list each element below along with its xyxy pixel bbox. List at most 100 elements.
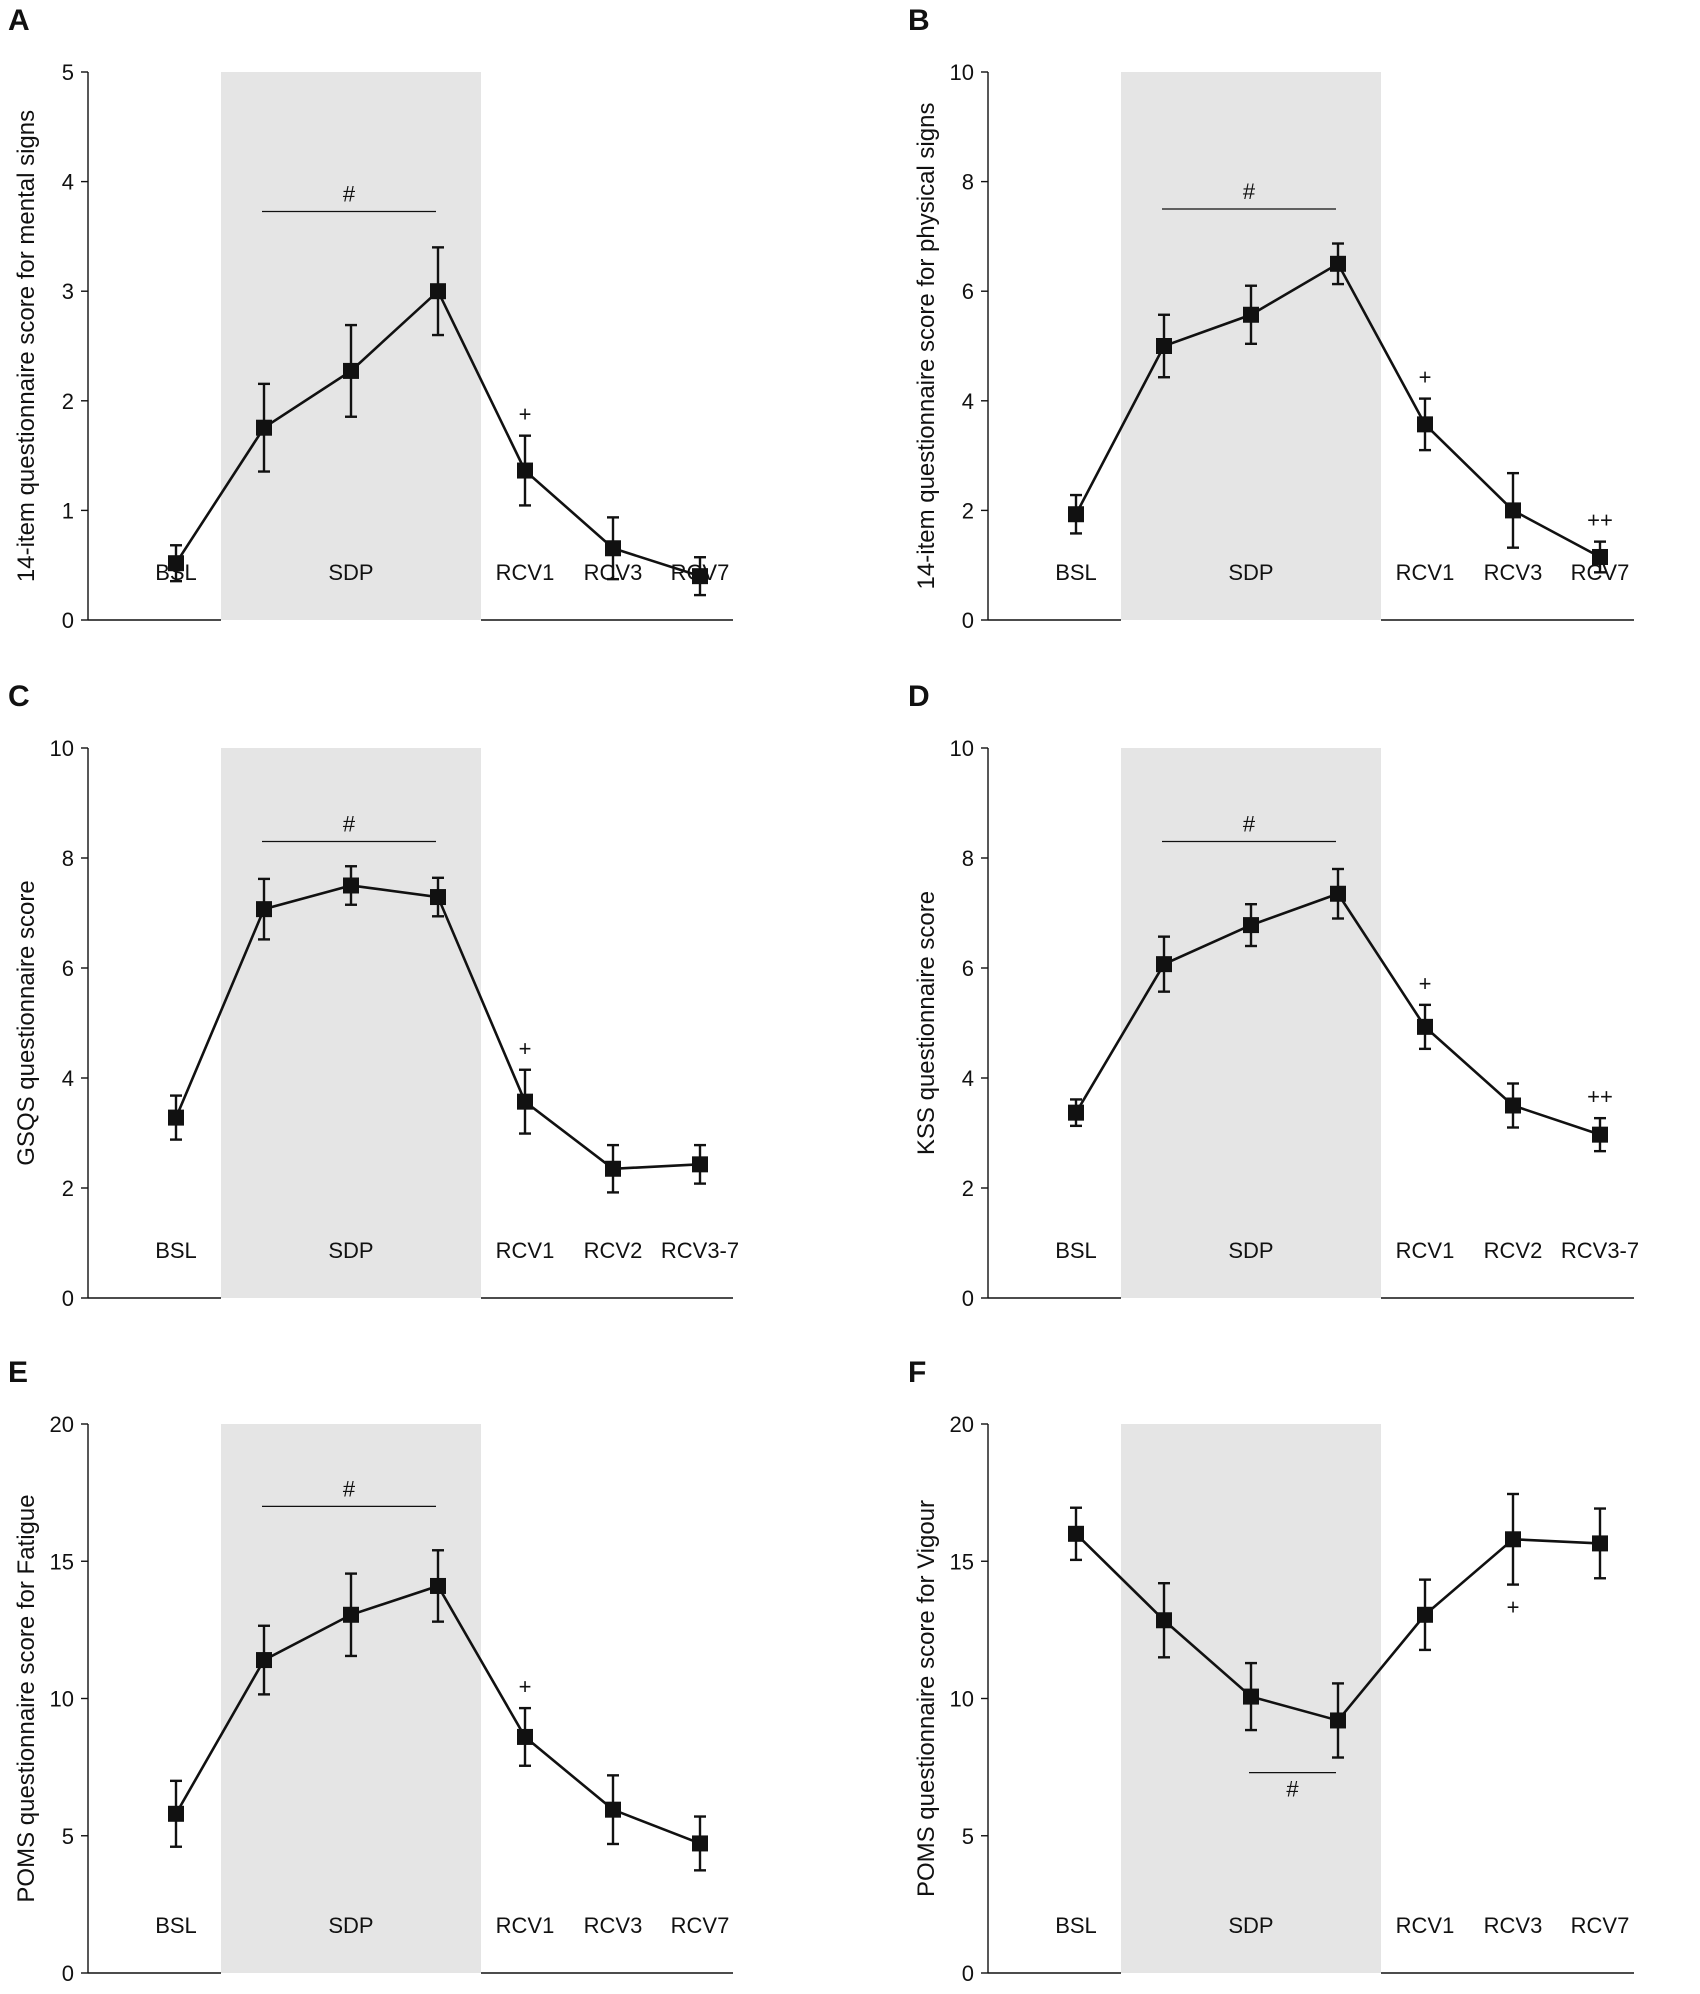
panel-e-y-tick-label: 15 [50,1549,74,1574]
panel-c-y-tick-label: 2 [62,1176,74,1201]
panel-a-y-tick-label: 0 [62,608,74,633]
panel-d-y-tick-label: 6 [962,956,974,981]
panel-e-category-label: RCV7 [671,1913,730,1938]
panel-d-y-tick-label: 2 [962,1176,974,1201]
panel-d-category-label: BSL [1055,1238,1097,1263]
panel-f-data-point [1417,1606,1433,1623]
panel-b-data-point [1243,306,1259,323]
panel-d-data-point [1068,1104,1084,1121]
panel-e-category-label: SDP [328,1913,373,1938]
panel-c-category-label: RCV2 [584,1238,643,1263]
panel-a-y-tick-label: 4 [62,170,74,195]
panel-f-y-tick-label: 20 [950,1412,974,1437]
panel-b-category-label: RCV3 [1484,560,1543,585]
panel-a-significance-mark: + [519,402,532,427]
panel-c-y-tick-label: 6 [62,956,74,981]
panel-f-y-axis-title: POMS questionnaire score for Vigour [913,1500,940,1897]
panel-c-data-point [517,1093,533,1110]
panel-a-data-point [692,568,708,585]
panel-b-data-point [1592,548,1608,565]
panel-d-letter: D [908,680,930,713]
panel-e-y-tick-label: 20 [50,1412,74,1437]
panel-c-sdp-shade [221,748,481,1298]
panel-e-category-label: BSL [155,1913,197,1938]
panel-e-significance-mark: + [519,1674,532,1699]
panel-d-data-point [1156,956,1172,973]
panel-f-data-point [1330,1712,1346,1729]
panel-a-y-tick-label: 1 [62,498,74,523]
panel-c-data-point [168,1109,184,1126]
panel-c-data-point [343,877,359,894]
panel-a-data-point [168,555,184,572]
panel-c-category-label: RCV1 [496,1238,555,1263]
panel-f-category-label: RCV7 [1571,1913,1630,1938]
panel-a-y-axis-title: 14-item questionnaire score for mental s… [13,110,40,582]
panel-b-category-label: RCV1 [1396,560,1455,585]
panel-e-data-point [168,1805,184,1822]
panel-c-y-tick-label: 8 [62,846,74,871]
panel-d-category-label: RCV1 [1396,1238,1455,1263]
panel-f-significance-mark: + [1507,1595,1520,1620]
panel-f-category-label: SDP [1228,1913,1273,1938]
panel-e-category-label: RCV3 [584,1913,643,1938]
panel-b-y-tick-label: 4 [962,389,974,414]
panel-a-letter: A [8,4,30,37]
panel-a-data-point [256,419,272,436]
panel-a-category-label: RCV1 [496,560,555,585]
panel-f-category-label: BSL [1055,1913,1097,1938]
panel-f-y-tick-label: 0 [962,1961,974,1986]
panel-a-data-point [605,540,621,557]
panel-c-category-label: BSL [155,1238,197,1263]
panel-b-y-tick-label: 8 [962,170,974,195]
panel-c-letter: C [8,680,30,713]
panel-b-significance-label: # [1243,179,1256,204]
panel-c-data-point [692,1156,708,1173]
panel-c-category-label: SDP [328,1238,373,1263]
panel-d-significance-label: # [1243,812,1256,837]
panel-e-data-point [605,1801,621,1818]
panel-c-data-point [256,901,272,918]
panel-d-significance-mark: + [1419,971,1432,996]
panel-b-data-point [1068,506,1084,523]
panel-a-data-point [430,283,446,300]
panel-c-y-tick-label: 4 [62,1066,74,1091]
panel-d-y-tick-label: 8 [962,846,974,871]
panel-f-data-point [1592,1535,1608,1552]
panel-e-data-point [430,1577,446,1594]
panel-a-data-point [517,462,533,479]
panel-b-category-label: SDP [1228,560,1273,585]
panel-e-significance-label: # [343,1476,356,1501]
panel-b-data-point [1330,255,1346,272]
panel-a-y-tick-label: 2 [62,389,74,414]
panel-c-y-tick-label: 10 [50,736,74,761]
panel-b-y-tick-label: 0 [962,608,974,633]
panel-b-category-label: BSL [1055,560,1097,585]
panel-f-y-tick-label: 15 [950,1549,974,1574]
panel-f-y-tick-label: 5 [962,1824,974,1849]
panel-c-y-tick-label: 0 [62,1286,74,1311]
panel-a-significance-label: # [343,181,356,206]
panel-c-category-label: RCV3-7 [661,1238,739,1263]
panel-f-data-point [1243,1688,1259,1705]
panel-d-significance-mark: ++ [1587,1084,1613,1109]
panel-b-significance-mark: + [1419,365,1432,390]
panel-e-y-tick-label: 0 [62,1961,74,1986]
panel-b-y-axis-title: 14-item questionnaire score for physical… [913,103,940,590]
panel-b-y-tick-label: 6 [962,279,974,304]
panel-e-data-point [343,1606,359,1623]
panel-b-y-tick-label: 10 [950,60,974,85]
panel-a-y-tick-label: 5 [62,60,74,85]
panel-f-data-point [1156,1612,1172,1629]
panel-e-data-point [517,1728,533,1745]
panel-c-y-axis-title: GSQS questionnaire score [13,880,40,1165]
panel-e-data-point [256,1652,272,1669]
panel-f-category-label: RCV1 [1396,1913,1455,1938]
panel-a-y-tick-label: 3 [62,279,74,304]
panel-f-data-point [1068,1525,1084,1542]
panel-e-sdp-shade [221,1424,481,1973]
panel-c-significance-mark: + [519,1036,532,1061]
panel-c-data-point [430,889,446,906]
panel-e-category-label: RCV1 [496,1913,555,1938]
panel-d-data-point [1330,885,1346,902]
